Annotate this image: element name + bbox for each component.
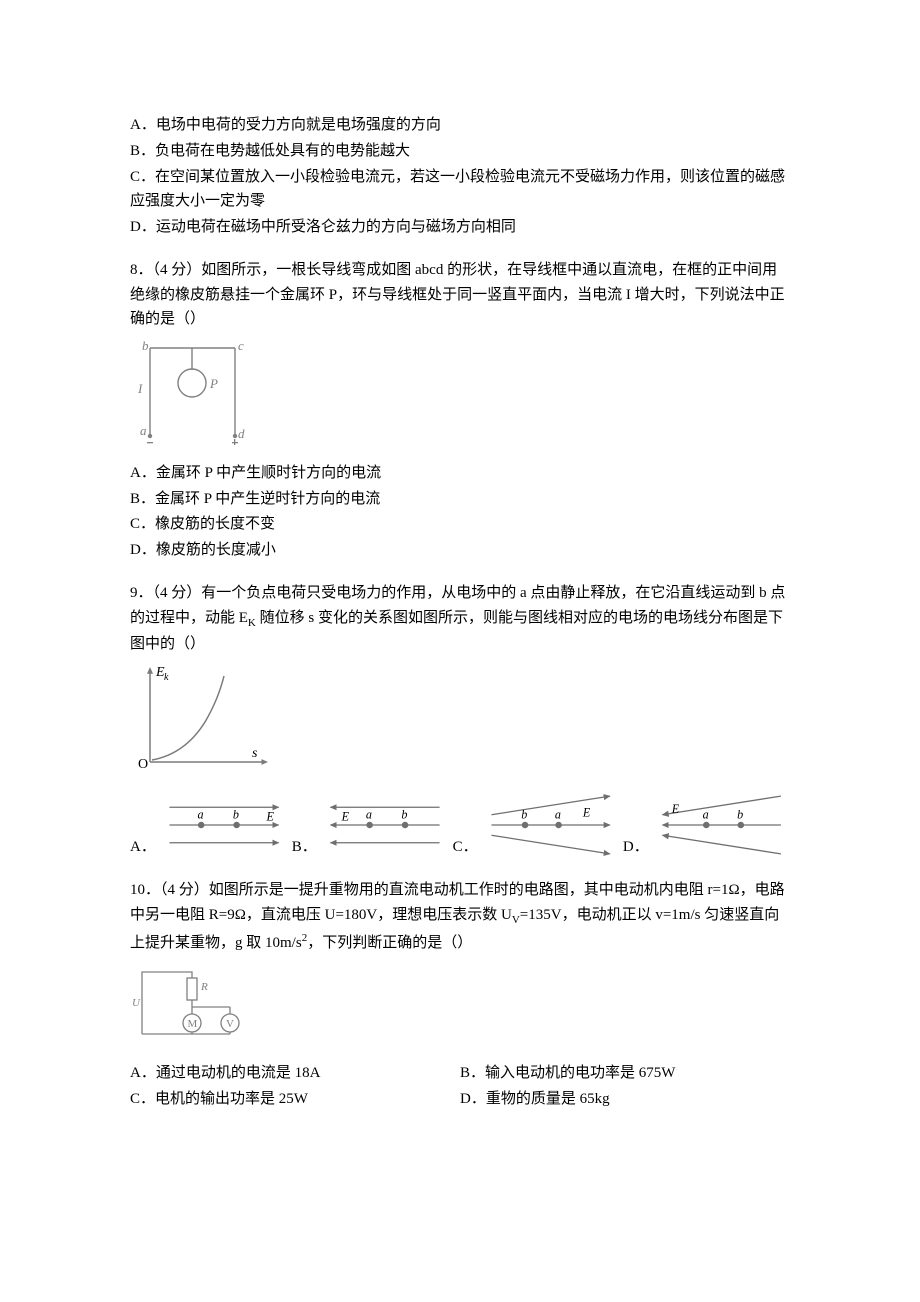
q7-option-c[interactable]: C．在空间某位置放入一小段检验电流元，若这一小段检验电流元不受磁场力作用，则该位… — [130, 165, 790, 215]
q10-option-a[interactable]: A．通过电动机的电流是 18A — [130, 1061, 460, 1086]
svg-text:s: s — [252, 746, 258, 761]
q8-option-b[interactable]: B．金属环 P 中产生逆时针方向的电流 — [130, 487, 790, 512]
q10-option-d[interactable]: D．重物的质量是 65kg — [460, 1087, 790, 1112]
q9-stem: 9．（4 分）有一个负点电荷只受电场力的作用，从电场中的 a 点由静止释放，在它… — [130, 581, 790, 657]
svg-text:a: a — [197, 808, 203, 822]
svg-text:a: a — [555, 808, 561, 822]
q8-option-a[interactable]: A．金属环 P 中产生顺时针方向的电流 — [130, 461, 790, 486]
q9-options-row: A． a b E B． E a b C． — [130, 790, 790, 860]
svg-text:E: E — [265, 809, 274, 823]
svg-text:M: M — [188, 1018, 198, 1030]
q9-graph: E k s O — [130, 662, 790, 786]
svg-text:O: O — [138, 757, 148, 772]
q9-option-c[interactable]: C． — [453, 835, 478, 860]
svg-text:b: b — [401, 808, 407, 822]
q8-option-c[interactable]: C．橡皮筋的长度不变 — [130, 512, 790, 537]
svg-text:a: a — [366, 808, 372, 822]
svg-text:E: E — [582, 806, 591, 820]
svg-text:k: k — [164, 672, 169, 683]
q10-stem: 10．（4 分）如图所示是一提升重物用的直流电动机工作时的电路图，其中电动机内电… — [130, 878, 790, 956]
svg-text:b: b — [142, 338, 149, 353]
q9-option-d[interactable]: D． — [623, 835, 649, 860]
q10-option-c[interactable]: C．电机的输出功率是 25W — [130, 1087, 460, 1112]
q9-option-a[interactable]: A． — [130, 835, 156, 860]
svg-text:V: V — [226, 1018, 234, 1030]
svg-text:c: c — [238, 338, 244, 353]
svg-text:b: b — [233, 808, 239, 822]
q10-figure: U R M V — [130, 962, 790, 1056]
q8-figure: a b c d I P — [130, 338, 790, 457]
q7-option-d[interactable]: D．运动电荷在磁场中所受洛仑兹力的方向与磁场方向相同 — [130, 215, 790, 240]
q9-field-b: E a b — [323, 790, 449, 860]
svg-text:b: b — [521, 808, 527, 822]
q9-option-b[interactable]: B． — [292, 835, 317, 860]
q9-field-a: a b E — [162, 790, 288, 860]
svg-text:R: R — [200, 981, 208, 993]
q10-option-b[interactable]: B．输入电动机的电功率是 675W — [460, 1061, 790, 1086]
q7-option-a[interactable]: A．电场中电荷的受力方向就是电场强度的方向 — [130, 113, 790, 138]
q8-stem: 8．（4 分）如图所示，一根长导线弯成如图 abcd 的形状，在导线框中通以直流… — [130, 258, 790, 332]
svg-text:a: a — [702, 808, 708, 822]
svg-text:d: d — [238, 426, 245, 441]
q8-option-d[interactable]: D．橡皮筋的长度减小 — [130, 538, 790, 563]
svg-text:b: b — [737, 808, 743, 822]
svg-text:I: I — [137, 381, 143, 396]
svg-text:E: E — [671, 802, 680, 816]
svg-text:E: E — [340, 809, 349, 823]
q7-option-b[interactable]: B．负电荷在电势越低处具有的电势能越大 — [130, 139, 790, 164]
q9-field-d: E a b — [655, 790, 790, 860]
svg-text:a: a — [140, 423, 147, 438]
svg-text:U: U — [132, 997, 141, 1009]
svg-text:P: P — [209, 376, 218, 391]
q9-field-c: b a E — [484, 790, 619, 860]
